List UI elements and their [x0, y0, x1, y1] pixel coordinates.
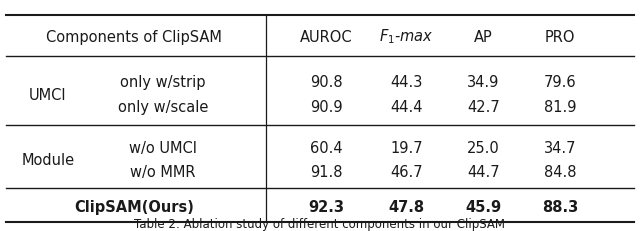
- Text: 44.7: 44.7: [467, 165, 499, 179]
- Text: only w/scale: only w/scale: [118, 100, 209, 115]
- Text: 91.8: 91.8: [310, 165, 342, 179]
- Text: only w/strip: only w/strip: [120, 75, 206, 89]
- Text: 90.8: 90.8: [310, 75, 342, 89]
- Text: 34.7: 34.7: [544, 140, 576, 155]
- Text: 47.8: 47.8: [388, 199, 424, 214]
- Text: PRO: PRO: [545, 30, 575, 44]
- Text: 84.8: 84.8: [544, 165, 576, 179]
- Text: 34.9: 34.9: [467, 75, 499, 89]
- Text: 42.7: 42.7: [467, 100, 500, 115]
- Text: 25.0: 25.0: [467, 140, 500, 155]
- Text: 90.9: 90.9: [310, 100, 342, 115]
- Text: 45.9: 45.9: [465, 199, 501, 214]
- Text: 44.4: 44.4: [390, 100, 422, 115]
- Text: 81.9: 81.9: [544, 100, 576, 115]
- Text: 46.7: 46.7: [390, 165, 422, 179]
- Text: 19.7: 19.7: [390, 140, 422, 155]
- Text: 60.4: 60.4: [310, 140, 342, 155]
- Text: Module: Module: [21, 152, 75, 167]
- Text: AUROC: AUROC: [300, 30, 353, 44]
- Text: w/o UMCI: w/o UMCI: [129, 140, 197, 155]
- Text: ClipSAM(Ours): ClipSAM(Ours): [74, 199, 195, 214]
- Text: UMCI: UMCI: [29, 87, 67, 102]
- Text: 88.3: 88.3: [542, 199, 578, 214]
- Text: w/o MMR: w/o MMR: [131, 165, 196, 179]
- Text: 92.3: 92.3: [308, 199, 344, 214]
- Text: 44.3: 44.3: [390, 75, 422, 89]
- Text: 79.6: 79.6: [544, 75, 576, 89]
- Text: Table 2: Ablation study of different components in our ClipSAM: Table 2: Ablation study of different com…: [134, 217, 506, 230]
- Text: $F_1$-max: $F_1$-max: [379, 28, 434, 46]
- Text: AP: AP: [474, 30, 493, 44]
- Text: Components of ClipSAM: Components of ClipSAM: [47, 30, 222, 44]
